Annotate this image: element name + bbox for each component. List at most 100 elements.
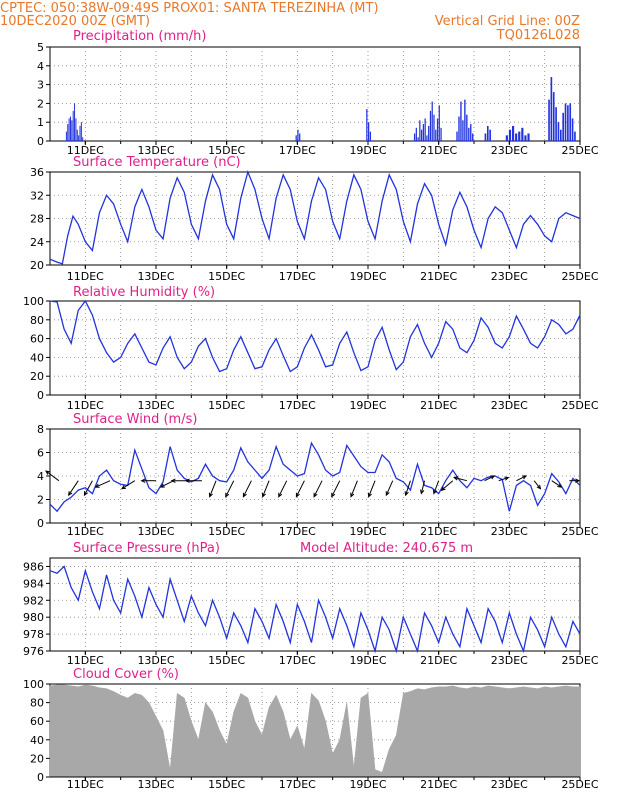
wind-arrow-shaft bbox=[516, 475, 527, 482]
precip-ytick-label: 2 bbox=[37, 97, 44, 110]
cloud-xtick-label: 11DEC bbox=[67, 778, 104, 791]
rh-series-line bbox=[49, 299, 581, 373]
wind-arrow-head bbox=[68, 491, 73, 497]
rh-xtick-label: 15DEC bbox=[208, 399, 245, 412]
wind-arrow-shaft bbox=[331, 480, 341, 497]
rh-ytick-label: 0 bbox=[37, 389, 44, 402]
rh-title: Relative Humidity (%) bbox=[73, 285, 215, 300]
wind-xtick-label: 19DEC bbox=[349, 525, 386, 538]
wind-ytick-label: 6 bbox=[37, 447, 44, 460]
rh-ytick-label: 20 bbox=[30, 370, 44, 383]
wind-arrow-shaft bbox=[350, 480, 358, 497]
wind-arrow-shaft bbox=[225, 480, 235, 497]
precip-ytick-label: 3 bbox=[37, 79, 44, 92]
pres-title: Surface Pressure (hPa) bbox=[73, 541, 220, 556]
wind-arrow-head bbox=[208, 492, 213, 498]
pres-xtick-label: 25DEC bbox=[561, 654, 598, 667]
precip-bar bbox=[571, 118, 574, 141]
wind-arrow-head bbox=[242, 492, 247, 498]
precip-bar bbox=[435, 129, 437, 141]
precip-bar bbox=[466, 114, 468, 141]
cloud-ytick-label: 40 bbox=[30, 734, 44, 747]
temp-xtick-label: 25DEC bbox=[561, 270, 598, 283]
precip-bar bbox=[460, 101, 462, 141]
precip-bar bbox=[574, 131, 576, 141]
cloud-xtick-label: 13DEC bbox=[137, 778, 174, 791]
cloud-title: Cloud Cover (%) bbox=[73, 667, 179, 682]
precip-bar bbox=[470, 124, 472, 141]
wind-arrow-head bbox=[261, 492, 266, 498]
wind-arrow-head bbox=[184, 478, 190, 483]
temp-ytick-label: 28 bbox=[30, 213, 44, 226]
precip-bar bbox=[464, 99, 466, 141]
rh-ytick-label: 80 bbox=[30, 314, 44, 327]
precip-xtick-label: 11DEC bbox=[67, 144, 104, 157]
rh-xtick-label: 11DEC bbox=[67, 399, 104, 412]
wind-arrow-shaft bbox=[533, 480, 541, 490]
precip-xtick-label: 19DEC bbox=[349, 144, 386, 157]
temp-ytick-label: 20 bbox=[30, 259, 44, 272]
temp-series-line bbox=[49, 169, 581, 265]
wind-arrow-shaft bbox=[209, 480, 217, 497]
wind-arrow-head bbox=[521, 475, 528, 480]
wind-arrow-shaft bbox=[551, 480, 562, 488]
wind-arrow-head bbox=[490, 475, 496, 480]
precip-bar bbox=[71, 120, 73, 141]
wind-arrow-head bbox=[313, 492, 318, 498]
precip-ytick-label: 5 bbox=[37, 41, 44, 54]
precip-bar bbox=[297, 129, 299, 141]
header-date: 10DEC2020 00Z (GMT) bbox=[0, 14, 150, 29]
precip-bar bbox=[428, 125, 430, 141]
temp-ytick-label: 32 bbox=[30, 189, 44, 202]
wind-arrow-shaft bbox=[262, 480, 270, 497]
wind-arrow-head bbox=[83, 491, 88, 497]
precip-bar bbox=[65, 131, 67, 141]
precip-bar bbox=[82, 137, 84, 141]
precip-bar bbox=[72, 110, 74, 141]
precip-xtick-label: 17DEC bbox=[279, 144, 316, 157]
wind-ytick-label: 2 bbox=[37, 494, 44, 507]
rh-panel: 0 20 40 60 80 100 11DEC 13DEC 15DEC 17DEC 19DEC 21D… bbox=[23, 295, 599, 412]
wind-arrow-head bbox=[140, 478, 146, 483]
precip-bar bbox=[426, 135, 428, 141]
wind-arrow-shaft bbox=[45, 470, 60, 482]
temp-xtick-label: 17DEC bbox=[279, 270, 316, 283]
precip-bar bbox=[69, 116, 71, 141]
wind-arrow-shaft bbox=[385, 480, 394, 496]
wind-arrow-shaft bbox=[405, 480, 411, 496]
precip-xtick-label: 15DEC bbox=[208, 144, 245, 157]
rh-xtick-label: 17DEC bbox=[279, 399, 316, 412]
pres-frame bbox=[49, 557, 581, 652]
precip-bar bbox=[462, 120, 464, 141]
precip-xtick-label: 21DEC bbox=[420, 144, 457, 157]
wind-arrow-shaft bbox=[95, 480, 111, 488]
cloud-xtick-label: 15DEC bbox=[208, 778, 245, 791]
precip-bar bbox=[550, 77, 553, 141]
wind-arrow-head bbox=[170, 478, 176, 483]
precip-ytick-label: 1 bbox=[37, 116, 44, 129]
cloud-xtick-label: 23DEC bbox=[491, 778, 528, 791]
precip-xtick-label: 13DEC bbox=[137, 144, 174, 157]
temp-panel: 20 24 28 32 36 11DEC 13DEC 15DEC 17DEC 19DEC 21DEC… bbox=[30, 166, 599, 283]
precip-bar bbox=[431, 101, 433, 141]
wind-arrow-shaft bbox=[420, 480, 426, 494]
precip-bar bbox=[489, 129, 491, 141]
wind-arrow-head bbox=[433, 489, 438, 495]
cloud-ytick-label: 20 bbox=[30, 752, 44, 765]
wind-arrow-head bbox=[331, 492, 336, 498]
precip-bar bbox=[419, 120, 421, 141]
wind-arrow-shaft bbox=[160, 480, 174, 488]
precip-xtick-label: 23DEC bbox=[491, 144, 528, 157]
wind-arrow-head bbox=[504, 476, 510, 481]
pres-ytick-label: 982 bbox=[23, 594, 44, 607]
wind-arrow-head bbox=[225, 492, 230, 498]
wind-arrow-shaft bbox=[121, 480, 136, 490]
wind-arrow-shaft bbox=[313, 480, 323, 497]
wind-arrow-shaft bbox=[433, 480, 440, 494]
pres-ytick-label: 986 bbox=[23, 560, 44, 573]
precip-bar bbox=[484, 133, 487, 141]
precip-bar bbox=[468, 127, 470, 141]
cloud-xtick-label: 17DEC bbox=[279, 778, 316, 791]
wind-xtick-label: 23DEC bbox=[491, 525, 528, 538]
wind-arrow-head bbox=[121, 485, 127, 490]
